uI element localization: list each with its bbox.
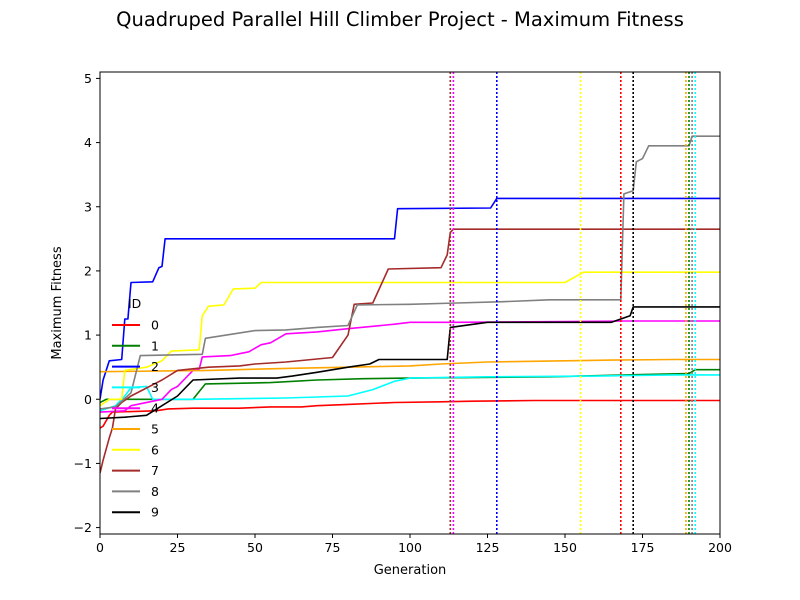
y-tick-label: 5	[84, 71, 92, 86]
y-tick-label: 1	[84, 328, 92, 343]
y-tick-label: 2	[84, 263, 92, 278]
x-tick-label: 100	[398, 540, 422, 555]
legend-label-6: 6	[151, 442, 159, 457]
legend-label-3: 3	[151, 380, 159, 395]
series-line-4	[100, 320, 720, 413]
series-line-2	[100, 197, 720, 400]
legend-label-9: 9	[151, 505, 159, 520]
x-tick-label: 50	[247, 540, 263, 555]
series-line-3	[100, 374, 720, 412]
axes-frame	[99, 71, 721, 535]
y-tick-label: −1	[74, 456, 92, 471]
chart-title: Quadruped Parallel Hill Climber Project …	[116, 8, 684, 31]
y-tick-label: −2	[74, 520, 92, 535]
legend: ID 0 1 2 3 4 5 6 7 8 9	[112, 296, 159, 520]
series-layer	[100, 135, 720, 474]
legend-label-5: 5	[151, 422, 159, 437]
legend-label-4: 4	[151, 401, 159, 416]
x-tick-label: 0	[96, 540, 104, 555]
y-tick-label: 3	[84, 199, 92, 214]
series-line-0	[100, 399, 720, 429]
x-tick-label: 200	[708, 540, 732, 555]
x-tick-label: 75	[325, 540, 341, 555]
series-line-8	[100, 135, 720, 410]
x-tick-label: 125	[476, 540, 500, 555]
legend-label-0: 0	[151, 318, 159, 333]
series-line-6	[100, 271, 720, 407]
y-axis-label: Maximum Fitness	[50, 246, 65, 359]
stop-markers-layer	[449, 72, 697, 534]
x-ticks: 0 25 50 75 100 125 150 175 200	[96, 534, 732, 555]
x-tick-label: 25	[170, 540, 186, 555]
series-line-7	[100, 228, 720, 474]
legend-label-8: 8	[151, 484, 159, 499]
legend-label-7: 7	[151, 463, 159, 478]
series-line-5	[100, 358, 720, 373]
x-tick-label: 175	[631, 540, 655, 555]
x-axis-label: Generation	[374, 563, 447, 578]
legend-label-1: 1	[151, 338, 159, 353]
legend-label-2: 2	[151, 359, 159, 374]
y-tick-label: 4	[84, 135, 92, 150]
legend-title: ID	[128, 296, 141, 311]
y-ticks: −2 −1 0 1 2 3 4 5	[74, 71, 100, 535]
series-line-1	[100, 368, 720, 404]
series-line-9	[100, 306, 720, 420]
x-tick-label: 150	[553, 540, 577, 555]
y-tick-label: 0	[84, 392, 92, 407]
